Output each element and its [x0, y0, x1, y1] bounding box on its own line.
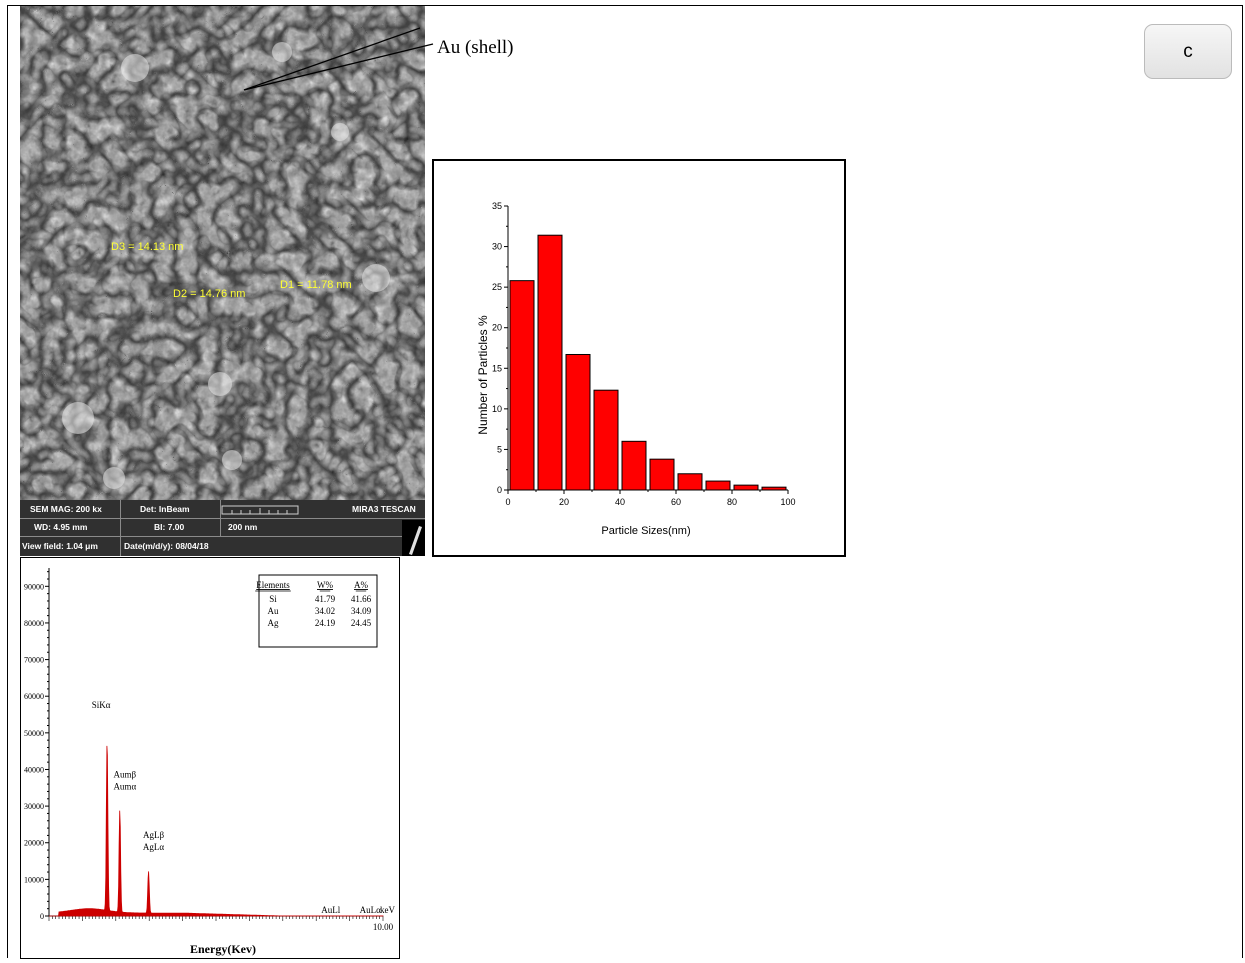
histogram-bar: [649, 458, 675, 491]
histogram-bar: [621, 440, 647, 491]
composition-table-cell: 41.66: [351, 594, 372, 604]
au-shell-label: Au (shell): [437, 37, 514, 58]
composition-table-cell: 24.45: [351, 618, 372, 628]
histogram-x-tick-label: 100: [780, 497, 795, 507]
histogram-x-tick-label: 20: [559, 497, 569, 507]
composition-table-cell: 34.09: [351, 606, 372, 616]
histogram-bar: [705, 480, 731, 491]
histogram-x-label: Particle Sizes(nm): [601, 525, 690, 537]
eds-spectrum-fill: [49, 745, 384, 917]
figure-frame: [7, 5, 1243, 958]
eds-y-tick-label: 60000: [24, 692, 44, 701]
histogram-y-tick-label: 30: [492, 242, 502, 252]
measurement-d3: D3 = 14.13 nm: [111, 241, 184, 253]
eds-y-tick-label: 90000: [24, 582, 44, 591]
histogram-y-tick-label: 0: [497, 485, 502, 495]
composition-table-cell: Au: [268, 606, 279, 616]
eds-y-tick-label: 40000: [24, 765, 44, 774]
composition-table-cell: 41.79: [315, 594, 336, 604]
eds-y-tick-label: 0: [40, 912, 44, 921]
panel-letter-button[interactable]: c: [1144, 24, 1232, 79]
sem-scale-bar: [221, 505, 299, 515]
eds-x-unit: keV: [380, 905, 395, 915]
histogram-y-tick-label: 35: [492, 201, 502, 211]
histogram-bar: [565, 353, 591, 491]
histogram-x-tick-label: 40: [615, 497, 625, 507]
eds-peak-label: Aumβ: [114, 769, 137, 779]
eds-peak-label: SiKα: [92, 700, 111, 710]
sem-view-field: View field: 1.04 μm: [22, 541, 98, 551]
composition-table-header: W%: [317, 580, 333, 590]
histogram-y-label: Number of Particles %: [476, 315, 490, 435]
particle-size-histogram: 0 5 10 15 20 25 30 35 0 20 40 60 80 100 Particle Siz…: [432, 159, 846, 557]
histogram-x-tick-label: 80: [727, 497, 737, 507]
eds-peak-label: AgLα: [143, 842, 164, 852]
histogram-bar: [593, 389, 619, 491]
sem-info-bar: SEM MAG: 200 kx Det: InBeam MIRA3 TESCAN…: [20, 500, 425, 556]
histogram-bar: [509, 280, 535, 491]
composition-table: Elements W% A% Si 41.79 41.66 Au 34.02 34.09 Ag 24…: [255, 574, 378, 648]
sem-texture: [20, 6, 425, 500]
composition-table-cell: Si: [269, 594, 277, 604]
eds-x-tick-label: 10.00: [373, 922, 394, 932]
eds-y-tick-label: 70000: [24, 656, 44, 665]
eds-peak-label: AgLβ: [143, 830, 164, 840]
sem-date: Date(m/d/y): 08/04/18: [124, 541, 209, 551]
eds-y-tick-label: 20000: [24, 839, 44, 848]
histogram-bar: [537, 234, 563, 491]
histogram-y-tick-label: 20: [492, 323, 502, 333]
eds-line-marker-aull: AuLl: [321, 905, 340, 915]
composition-table-cell: 24.19: [315, 618, 336, 628]
sem-mag: SEM MAG: 200 kx: [30, 504, 102, 514]
composition-table-cell: 34.02: [315, 606, 335, 616]
eds-y-tick-label: 10000: [24, 875, 44, 884]
composition-table-header: A%: [354, 580, 368, 590]
eds-y-tick-label: 30000: [24, 802, 44, 811]
histogram-svg: 0 5 10 15 20 25 30 35 0 20 40 60 80 100 Particle Siz…: [476, 201, 796, 537]
sem-micrograph: D3 = 14.13 nm D2 = 14.76 nm D1 = 11.78 n…: [20, 6, 425, 556]
panel-letter-text: c: [1183, 40, 1193, 62]
eds-x-label: Energy(Kev): [190, 942, 256, 956]
eds-spectrum: 0 10000 20000 30000 40000 50000 60000 70000 8000…: [20, 557, 400, 959]
sem-bi: BI: 7.00: [154, 522, 185, 532]
histogram-y-tick-label: 15: [492, 363, 502, 373]
measurement-d1: D1 = 11.78 nm: [280, 279, 352, 291]
histogram-y-tick-label: 25: [492, 282, 502, 292]
measurement-d2: D2 = 14.76 nm: [173, 288, 246, 300]
sem-brand: MIRA3 TESCAN: [352, 504, 416, 514]
eds-y-tick-label: 50000: [24, 729, 44, 738]
sem-detector: Det: InBeam: [140, 504, 190, 514]
histogram-y-tick-label: 10: [492, 404, 502, 414]
composition-table-cell: Ag: [268, 618, 279, 628]
eds-line-marker-aula: AuLα: [360, 905, 381, 915]
histogram-x-tick-label: 0: [505, 497, 510, 507]
histogram-y-tick-label: 5: [497, 444, 502, 454]
eds-svg: 0 10000 20000 30000 40000 50000 60000 70000 8000…: [24, 568, 395, 956]
eds-y-tick-label: 80000: [24, 619, 44, 628]
histogram-bar: [733, 484, 759, 491]
histogram-bar: [677, 473, 703, 491]
histogram-x-tick-label: 60: [671, 497, 681, 507]
composition-table-header: Elements: [256, 580, 290, 590]
tescan-logo-icon: [402, 520, 425, 556]
sem-scale-label: 200 nm: [228, 522, 258, 532]
eds-peak-label: Aumα: [113, 781, 136, 791]
sem-wd: WD: 4.95 mm: [34, 522, 88, 532]
